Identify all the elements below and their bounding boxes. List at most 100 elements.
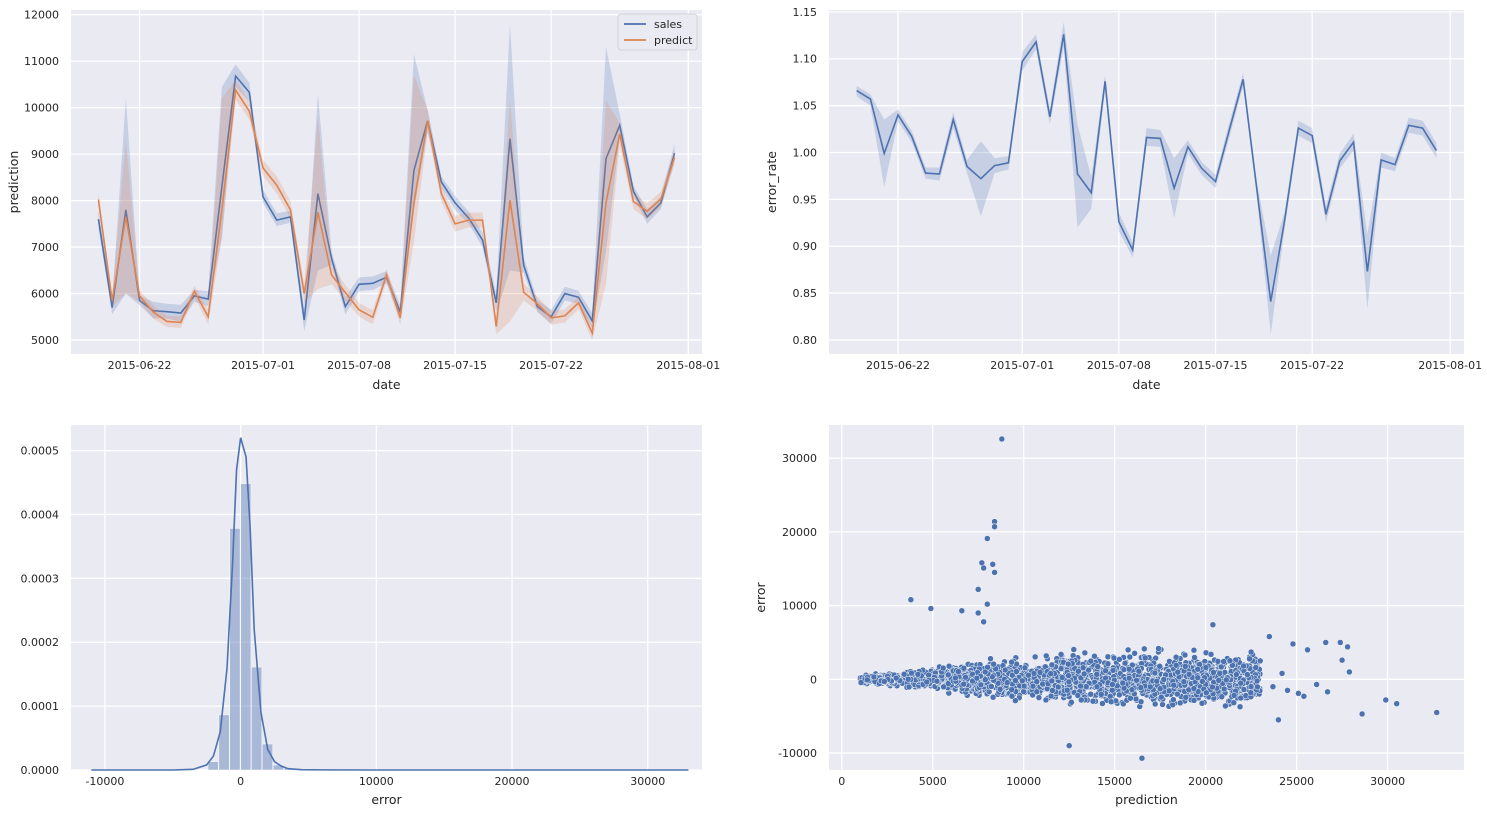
scatter-point [1008, 658, 1015, 666]
scatter-point [1141, 645, 1148, 653]
x-tick-label: 20000 [495, 775, 530, 788]
scatter-point [914, 671, 922, 678]
series-line-error_rate [856, 34, 1438, 302]
scatter-point [1097, 691, 1105, 698]
scatter-point [1160, 676, 1168, 683]
plot-area [829, 10, 1464, 354]
scatter-point [990, 660, 997, 668]
scatter-point [1289, 640, 1297, 648]
scatter-point [1304, 646, 1311, 654]
x-tick-label: 2015-07-22 [1280, 359, 1344, 372]
scatter-point [1207, 651, 1215, 658]
legend: sales predict [617, 13, 698, 51]
x-tick-label: -10000 [85, 775, 124, 788]
scatter-point [1254, 683, 1261, 691]
scatter-point [864, 676, 871, 684]
scatter-point [991, 569, 998, 576]
scatter-point [958, 607, 966, 615]
scatter-point [1108, 686, 1116, 694]
scatter-point [1198, 700, 1206, 707]
scatter-point [1300, 693, 1308, 700]
scatter-point [1116, 656, 1123, 663]
x-tick-label: 2015-07-08 [1087, 359, 1151, 372]
scatter-point [1172, 662, 1180, 669]
scatter-point [1151, 700, 1159, 708]
scatter-point [984, 600, 991, 608]
scatter-point [1065, 678, 1073, 686]
scatter-point [1099, 700, 1106, 707]
scatter-point [1074, 692, 1082, 699]
plot-area [829, 425, 1464, 770]
scatter-point [1093, 671, 1101, 678]
scatter-point [1119, 679, 1127, 687]
scatter-point [1194, 665, 1201, 673]
scatter-point [1244, 671, 1251, 678]
scatter-point [1048, 661, 1056, 669]
y-tick-label: 8000 [31, 195, 59, 208]
scatter-point [1019, 677, 1026, 685]
scatter-point [945, 662, 953, 670]
scatter-point [1322, 639, 1329, 646]
scatter-point [1035, 694, 1043, 701]
scatter-point [1313, 681, 1320, 688]
scatter-point [1047, 670, 1055, 677]
scatter-point [1104, 653, 1112, 661]
scatter-point [1025, 671, 1032, 679]
x-tick-label: 5000 [919, 775, 947, 788]
scatter-point [1137, 698, 1145, 706]
scatter-point [892, 674, 900, 682]
scatter-point [1125, 674, 1133, 682]
x-axis-label: date [372, 377, 400, 392]
y-tick-label: 0 [810, 673, 817, 686]
scatter-point [1240, 662, 1247, 670]
scatter-point [1107, 698, 1115, 706]
scatter-point [989, 694, 997, 701]
scatter-point [1087, 690, 1094, 698]
scatter-point [989, 561, 997, 568]
scatter-point [1275, 716, 1282, 724]
scatter-point [1358, 710, 1366, 718]
scatter-point [1047, 692, 1055, 700]
scatter-point [939, 664, 947, 672]
y-tick-label: 7000 [31, 241, 59, 254]
scatter-point [1078, 696, 1085, 704]
scatter-point [962, 673, 969, 681]
scatter-point [1082, 683, 1090, 690]
legend-label: sales [654, 18, 682, 31]
scatter-point [1110, 654, 1118, 662]
scatter-point [1216, 670, 1224, 677]
gridlines [71, 10, 702, 354]
x-tick-label: 10000 [1006, 775, 1041, 788]
scatter-point [1137, 684, 1145, 691]
scatter-point [1057, 665, 1065, 672]
scatter-point [1170, 696, 1177, 703]
scatter-point [1295, 690, 1302, 697]
x-tick-label: 15000 [1097, 775, 1132, 788]
scatter-point [1182, 694, 1190, 701]
scatter-point [1337, 639, 1344, 646]
scatter-point [1165, 687, 1173, 695]
scatter-point [1174, 690, 1181, 698]
y-tick-label: 0.0005 [21, 445, 60, 458]
x-tick-label: 30000 [630, 775, 665, 788]
scatter-point [1013, 668, 1020, 675]
scatter-point [857, 679, 865, 686]
x-axis-label: error [371, 792, 402, 807]
scatter-point [1049, 687, 1056, 694]
y-tick-label: 5000 [31, 334, 59, 347]
scatter-point [998, 435, 1006, 443]
legend-label: predict [654, 34, 693, 47]
scatter-point [1222, 702, 1229, 710]
scatter-point [1133, 676, 1140, 684]
scatter-point [1156, 663, 1163, 670]
y-tick-label: 11000 [24, 55, 59, 68]
scatter-point [1157, 693, 1165, 701]
y-tick-label: 0.95 [793, 193, 818, 206]
scatter-point [1093, 683, 1101, 691]
scatter-point [1190, 646, 1198, 654]
legend-box [617, 13, 698, 51]
y-axis-label: error_rate [764, 151, 779, 213]
scatter-point [1033, 678, 1041, 685]
scatter-point [1075, 667, 1082, 675]
